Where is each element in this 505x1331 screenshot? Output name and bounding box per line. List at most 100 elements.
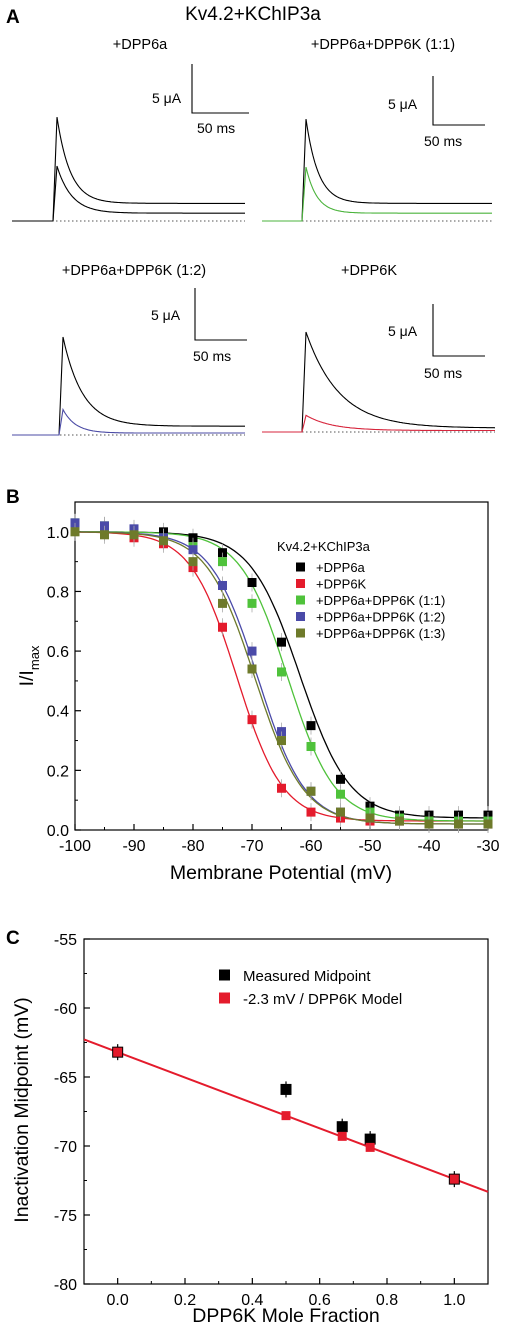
y-tick-label: -60: [54, 1001, 77, 1018]
scale-time-label: 50 ms: [197, 120, 235, 136]
data-points: [112, 1044, 460, 1188]
data-point: [280, 1083, 292, 1095]
data-point: [424, 819, 434, 829]
data-point: [449, 1174, 459, 1184]
data-point: [277, 667, 286, 677]
data-point: [247, 664, 257, 674]
x-axis-title: Membrane Potential (mV): [170, 862, 392, 884]
panel-a-letter: A: [6, 7, 20, 28]
scale-bar: [194, 288, 247, 341]
y-tick-label: 0.0: [47, 823, 69, 840]
data-point: [100, 530, 109, 540]
data-point: [454, 819, 463, 829]
legend-label: Measured Midpoint: [243, 968, 371, 985]
legend-label: +DPP6a+DPP6K (1:3): [316, 626, 445, 641]
legend-title: Kv4.2+KChIP3a: [277, 539, 371, 554]
test-current-trace: [12, 407, 245, 436]
x-tick-label: -40: [417, 838, 440, 855]
data-point: [277, 783, 286, 793]
data-point: [129, 530, 139, 540]
data-points: [70, 513, 493, 834]
x-axis: -100 -90 -80 -70 -60 -50 -40 -30: [59, 824, 500, 855]
y-axis-title-main: I/I: [16, 670, 38, 686]
y-tick-label: -75: [54, 1208, 77, 1225]
legend: +DPP6a +DPP6K+DPP6a+DPP6K (1:1) +DPP6a+DPP…: [296, 560, 445, 641]
fit-curves: [74, 531, 488, 825]
y-tick-label: 0.8: [47, 584, 69, 601]
trace-panel-title: +DPP6K: [341, 263, 397, 279]
x-tick-label: 0.2: [174, 1292, 196, 1309]
fit-curve: [75, 531, 488, 825]
data-point: [337, 1131, 347, 1141]
data-point: [336, 774, 345, 784]
scale-time-label: 50 ms: [424, 365, 462, 381]
data-point: [247, 598, 257, 608]
fit-curve: [75, 531, 488, 822]
panel-c-letter: C: [6, 928, 20, 949]
trace-panel-dpp6k: +DPP6K 5 μA 50 ms: [262, 263, 496, 433]
legend-marker: [219, 969, 230, 981]
test-current-trace: [12, 165, 245, 222]
y-tick-label: -70: [54, 1139, 77, 1156]
data-point: [336, 1121, 348, 1133]
data-point: [218, 580, 227, 590]
test-current-trace: [262, 166, 492, 222]
data-point: [306, 721, 316, 731]
data-point: [365, 813, 375, 823]
panel-c: C 0.0 0.2 0.4 0.6 0.8 1.0 -80-75-70-65-60-55 …: [6, 928, 489, 1327]
legend-marker: [296, 579, 305, 588]
data-point: [336, 789, 345, 799]
data-point: [306, 786, 316, 796]
data-point: [188, 557, 198, 567]
x-tick-label: 0.8: [376, 1292, 398, 1309]
x-tick-label: -90: [122, 838, 145, 855]
scale-time-label: 50 ms: [424, 133, 462, 149]
data-point: [247, 646, 257, 656]
panel-a: A Kv4.2+KChIP3a +DPP6a 5 μA 50 ms +DPP6a…: [6, 4, 496, 436]
x-tick-label: 0.4: [241, 1292, 263, 1309]
legend-marker: [219, 992, 230, 1004]
trace-panel-dpp6a: +DPP6a 5 μA 50 ms: [12, 37, 249, 222]
data-point: [218, 622, 227, 632]
legend-marker: [296, 562, 305, 572]
y-tick-label: 0.4: [47, 704, 69, 721]
data-point: [365, 1142, 375, 1152]
data-point: [218, 557, 227, 567]
legend-label: +DPP6a+DPP6K (1:1): [316, 593, 445, 608]
y-tick-label: -55: [54, 932, 77, 949]
x-tick-label: -80: [181, 838, 204, 855]
scale-time-label: 50 ms: [193, 348, 231, 364]
data-point: [306, 807, 316, 817]
data-point: [483, 819, 493, 829]
data-point: [395, 816, 404, 826]
data-point: [277, 736, 286, 746]
x-tick-label: 1.0: [443, 1292, 465, 1309]
y-axis: -80 -75 -70 -65 -60 -55: [54, 932, 90, 1294]
scale-current-label: 5 μA: [388, 96, 418, 112]
data-point: [277, 637, 286, 647]
legend-label: +DPP6K: [316, 577, 367, 592]
x-tick-label: -60: [299, 838, 322, 855]
y-tick-label: 0.6: [47, 644, 69, 661]
trace-panel-title: +DPP6a+DPP6K (1:1): [311, 37, 455, 53]
data-point: [188, 545, 198, 555]
data-point: [247, 578, 257, 588]
scale-current-label: 5 μA: [151, 307, 181, 323]
y-tick-label: 1.0: [47, 525, 69, 542]
control-current-trace: [262, 119, 492, 222]
x-tick-label: 0.6: [309, 1292, 331, 1309]
data-point: [159, 536, 168, 546]
x-tick-label: -70: [240, 838, 263, 855]
x-tick-label: 0.0: [107, 1292, 129, 1309]
scale-bar: [191, 64, 249, 114]
y-axis-title-subscript: max: [27, 645, 42, 670]
data-point: [247, 715, 257, 725]
y-axis-title: Inactivation Midpoint (mV): [11, 997, 33, 1222]
legend-marker: [296, 628, 305, 638]
trace-panel-title: +DPP6a+DPP6K (1:2): [62, 263, 206, 279]
trace-panel-title: +DPP6a: [113, 37, 168, 53]
legend: Measured Midpoint -2.3 mV / DPP6K Model: [219, 968, 402, 1008]
data-point: [113, 1047, 123, 1057]
legend-label: -2.3 mV / DPP6K Model: [243, 991, 402, 1008]
